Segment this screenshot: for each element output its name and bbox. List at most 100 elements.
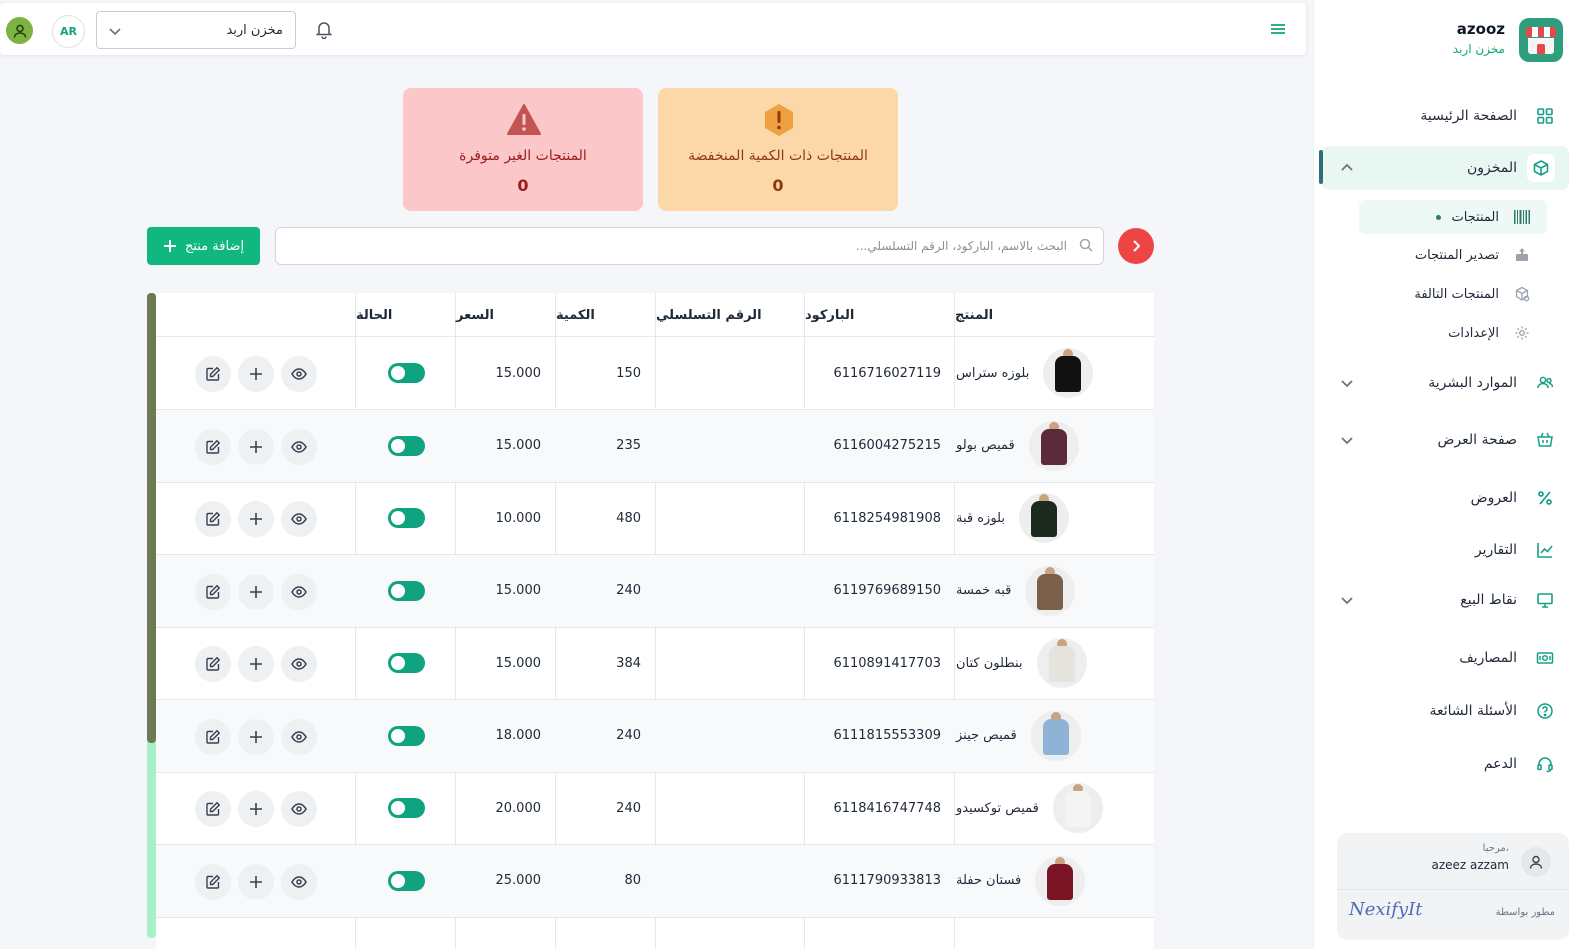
sidebar-subitem-export[interactable]: تصدير المنتجات [1359,238,1547,272]
plus-icon[interactable] [238,791,274,827]
store-select[interactable]: مخزن اربد [96,11,296,49]
add-product-button[interactable]: إضافة منتج [147,227,260,265]
table-row[interactable]: قميص توكسيدو 6118416747748 240 20.000 [156,772,1154,845]
status-toggle[interactable] [388,725,425,746]
back-button[interactable] [1118,228,1154,264]
edit-icon[interactable] [195,646,231,682]
quantity-cell: 240 [616,583,641,598]
plus-icon[interactable] [238,646,274,682]
sidebar-item-storefront[interactable]: صفحة العرض [1321,418,1569,462]
scrollbar-thumb[interactable] [147,293,156,743]
edit-icon[interactable] [195,501,231,537]
out-of-stock-card[interactable]: المنتجات الغير متوفرة 0 [403,88,643,211]
export-box-icon [1513,246,1531,264]
sidebar-subitem-damaged[interactable]: المنتجات التالفة [1359,277,1547,311]
eye-icon[interactable] [281,718,317,755]
sidebar-item-offers[interactable]: العروض [1321,476,1569,520]
column-header-status[interactable]: الحالة [356,307,393,323]
status-toggle[interactable] [388,508,425,528]
product-name: قميص بولو [956,438,1015,453]
eye-icon[interactable] [281,356,317,392]
column-header-quantity[interactable]: الكمية [556,307,595,323]
table-row[interactable]: قبه خمسة 6119769689150 240 15.000 [156,554,1154,628]
eye-icon[interactable] [281,791,317,827]
sidebar-item-faq[interactable]: الأسئلة الشائعة [1321,689,1569,733]
edit-icon[interactable] [195,718,231,755]
product-cell: قميص جينز [956,700,1154,772]
gear-icon [1513,324,1531,342]
plus-icon[interactable] [238,573,274,610]
plus-icon[interactable] [238,356,274,392]
product-thumbnail[interactable] [1018,493,1069,543]
status-toggle[interactable] [388,798,425,818]
plus-icon[interactable] [238,718,274,755]
table-row[interactable]: قميص بولو 6116004275215 235 15.000 [156,409,1154,483]
plus-icon[interactable] [238,501,274,537]
sidebar-item-home[interactable]: الصفحة الرئيسية [1321,94,1569,138]
barcode-cell: 6118254981908 [833,510,941,526]
eye-icon[interactable] [281,573,317,610]
search-input[interactable] [275,227,1104,265]
sidebar-item-support[interactable]: الدعم [1321,742,1569,786]
column-header-serial[interactable]: الرقم التسلسلي [656,307,762,323]
sidebar-item-hr[interactable]: الموارد البشرية [1321,361,1569,405]
edit-icon[interactable] [195,863,231,900]
table-row[interactable]: بلوزه قبة 6118254981908 480 10.000 [156,482,1154,555]
product-thumbnail[interactable] [1043,348,1094,398]
plus-icon[interactable] [238,428,274,465]
sidebar-subitem-label: المنتجات التالفة [1414,286,1499,302]
sidebar-item-reports[interactable]: التقارير [1321,528,1569,572]
chevron-down-icon[interactable] [1339,375,1355,391]
user-icon[interactable] [1521,847,1551,877]
product-thumbnail[interactable] [1036,638,1087,688]
column-header-product[interactable]: المنتج [955,307,994,323]
sidebar-item-expenses[interactable]: المصاريف [1321,636,1569,680]
eye-icon[interactable] [281,501,317,537]
status-toggle[interactable] [388,435,425,456]
menu-icon[interactable] [1268,19,1288,39]
product-thumbnail[interactable] [1030,710,1081,761]
edit-icon[interactable] [195,356,231,392]
chevron-down-icon[interactable] [1339,432,1355,448]
price-cell: 15.000 [495,365,542,381]
sidebar-subitem-products[interactable]: المنتجات [1359,200,1547,234]
status-toggle[interactable] [388,580,425,601]
edit-icon[interactable] [195,428,231,465]
edit-icon[interactable] [195,791,231,827]
table-row[interactable]: قميص جينز 6111815553309 240 18.000 [156,699,1154,773]
language-button[interactable]: AR [52,15,85,48]
table-row[interactable]: بنطلون كتان 6110891417703 384 15.000 [156,627,1154,700]
column-header-price[interactable]: السعر [456,307,494,323]
low-stock-card[interactable]: المنتجات ذات الكمية المنخفضة 0 [658,88,898,211]
eye-icon[interactable] [281,863,317,900]
product-thumbnail[interactable] [1052,783,1103,833]
product-thumbnail[interactable] [1025,565,1076,616]
plus-icon[interactable] [238,863,274,900]
chevron-up-icon[interactable] [1339,160,1355,176]
status-toggle[interactable] [388,363,425,383]
eye-icon[interactable] [281,428,317,465]
sidebar-item-pos[interactable]: نقاط البيع [1321,578,1569,622]
quantity-cell: 240 [616,800,641,816]
status-toggle[interactable] [388,870,425,891]
barcode-cell: 6111815553309 [833,728,941,743]
profile-icon[interactable] [6,17,33,44]
user-name: azeez azzam [1431,858,1509,872]
sidebar-item-inventory[interactable]: المخزون [1319,146,1569,190]
table-row[interactable]: بلوزه ستراس 6116716027119 150 15.000 [156,337,1154,410]
user-greeting: مرحبا، [1482,843,1509,854]
status-toggle[interactable] [388,653,425,673]
bell-icon[interactable] [314,19,334,39]
product-thumbnail[interactable] [1035,855,1086,906]
edit-icon[interactable] [195,573,231,610]
sidebar-subitem-settings[interactable]: الإعدادات [1359,316,1547,350]
table-row[interactable]: فستان حفلة 6111790933813 80 25.000 [156,844,1154,918]
sidebar-item-label: الدعم [1483,756,1517,772]
product-thumbnail[interactable] [1028,420,1079,471]
low-stock-label: المنتجات ذات الكمية المنخفضة [688,148,868,164]
chevron-down-icon[interactable] [1339,592,1355,608]
eye-icon[interactable] [281,646,317,682]
brand-store-name: مخزن اربد [1452,42,1505,56]
column-header-barcode[interactable]: الباركود [805,307,855,323]
barcode-cell: 6111790933813 [833,873,941,888]
